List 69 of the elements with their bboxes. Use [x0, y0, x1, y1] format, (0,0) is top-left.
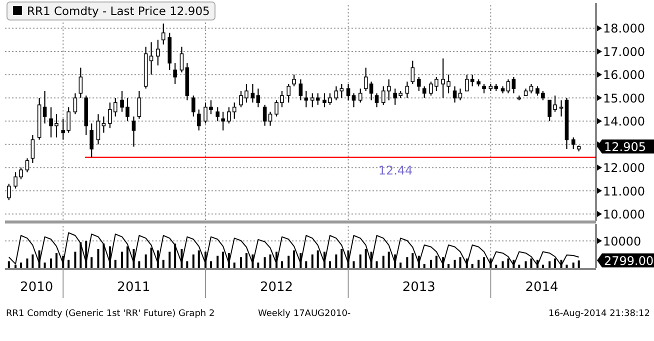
candlestick [482, 83, 486, 94]
candlestick [452, 86, 457, 104]
candlestick [96, 114, 100, 145]
y-tick-label: 12.905 [604, 140, 646, 154]
candlestick [340, 83, 344, 98]
x-tick-label: 2013 [402, 280, 436, 295]
candlestick [374, 92, 379, 108]
y-tick-label: 15.000 [603, 91, 645, 106]
candlestick [137, 90, 142, 120]
candlestick [512, 76, 516, 94]
candlestick [7, 183, 11, 201]
candlestick [262, 104, 267, 126]
candlestick [90, 122, 94, 158]
candlestick [221, 111, 225, 131]
x-tick-label: 2014 [525, 280, 558, 295]
line-series [8, 232, 580, 266]
candlestick [334, 86, 338, 101]
candlestick [250, 83, 255, 104]
candlestick [405, 81, 410, 98]
candlestick [571, 136, 576, 150]
candlestick [369, 81, 374, 101]
candlestick [42, 90, 47, 124]
candlestick [410, 60, 415, 85]
ref-line-label: 12.44 [378, 163, 413, 178]
candlestick [529, 83, 534, 94]
candlestick [298, 78, 303, 101]
candlestick [132, 116, 136, 148]
legend-label: RR1 Comdty - Last Price 12.905 [27, 4, 210, 18]
y-tick-label: 16.000 [603, 68, 645, 82]
candlestick [173, 62, 177, 85]
candlestick [358, 88, 362, 104]
candlestick [268, 111, 272, 126]
y-tick-label: 10.000 [603, 208, 645, 222]
candlestick [458, 88, 462, 101]
candlestick [416, 76, 421, 92]
y-tick-label: 12.000 [603, 161, 645, 176]
text: RR1 Comdty (Generic 1st 'RR' Future) Graph 2 [6, 309, 215, 319]
x-tick-label: 2012 [260, 280, 294, 295]
candlestick [25, 158, 30, 173]
candlestick [506, 78, 510, 94]
candlestick [30, 134, 35, 164]
candlestick [180, 46, 184, 73]
candlestick [352, 92, 356, 108]
candlestick [364, 67, 368, 92]
candlestick [73, 92, 78, 115]
candlestick [161, 23, 166, 46]
candlestick [286, 83, 290, 104]
candlestick [422, 86, 426, 98]
candlestick [304, 90, 308, 108]
candlestick [196, 108, 201, 131]
candlestick [156, 39, 160, 66]
candlestick [256, 88, 260, 108]
candlestick [216, 106, 220, 122]
x-tick-label: 2011 [117, 280, 150, 295]
candlestick [78, 67, 83, 98]
x-tick-label: 2010 [20, 280, 54, 295]
y-tick-label: 14.000 [603, 114, 645, 129]
candlestick [292, 74, 296, 87]
y-tick-label: 18.000 [603, 22, 645, 36]
y-tick-label: 17.000 [603, 44, 645, 59]
candlestick [346, 83, 350, 101]
candlestick [149, 42, 154, 76]
y-tick-label: 10000 [603, 234, 642, 248]
candlestick [192, 95, 196, 118]
y-tick-label: 11.000 [603, 184, 645, 198]
candlestick [102, 116, 106, 134]
y-tick-label: 2799.00 [604, 254, 654, 268]
text: Weekly 17AUG2010- [258, 309, 351, 319]
text: 16-Aug-2014 21:38:12 [548, 309, 650, 319]
